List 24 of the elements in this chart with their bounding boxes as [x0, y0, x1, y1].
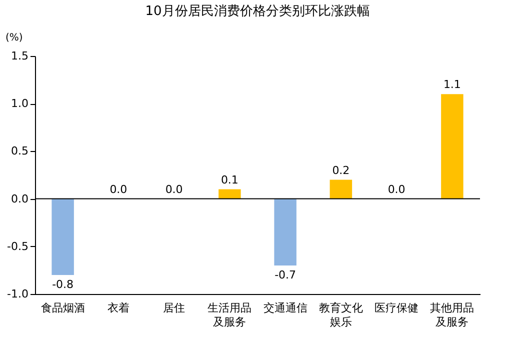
x-tick-label: 食品烟酒: [40, 302, 85, 314]
x-tick-label: 其他用品及服务: [430, 302, 474, 328]
x-tick-label: 交通通信: [263, 302, 308, 314]
x-tick-label: 医疗保健: [374, 302, 419, 314]
data-label: 0.0: [110, 182, 128, 196]
y-tick-label: 0.5: [11, 144, 28, 158]
data-label: 1.1: [443, 78, 461, 92]
data-label: -0.7: [274, 268, 296, 282]
data-label: 0.0: [388, 182, 406, 196]
chart-title: 10月份居民消费价格分类别环比涨跌幅: [145, 4, 370, 19]
y-tick-label: 1.5: [11, 50, 28, 62]
y-tick-label: -0.5: [7, 240, 28, 253]
y-tick-label: -1.0: [7, 288, 28, 300]
x-tick-label: 衣着: [107, 302, 130, 314]
x-tick-label: 居住: [163, 302, 186, 314]
data-label: 0.2: [332, 164, 350, 177]
y-tick-label: 0.0: [11, 192, 28, 206]
y-tick-label: 1.0: [11, 97, 28, 110]
x-tick-label: 教育文化娱乐: [318, 302, 363, 328]
data-label: 0.1: [220, 173, 238, 186]
data-label: -0.8: [52, 278, 74, 291]
x-tick-label: 生活用品及服务: [208, 302, 252, 328]
y-axis-title: (%): [6, 32, 23, 44]
data-label: 0.0: [165, 182, 183, 196]
